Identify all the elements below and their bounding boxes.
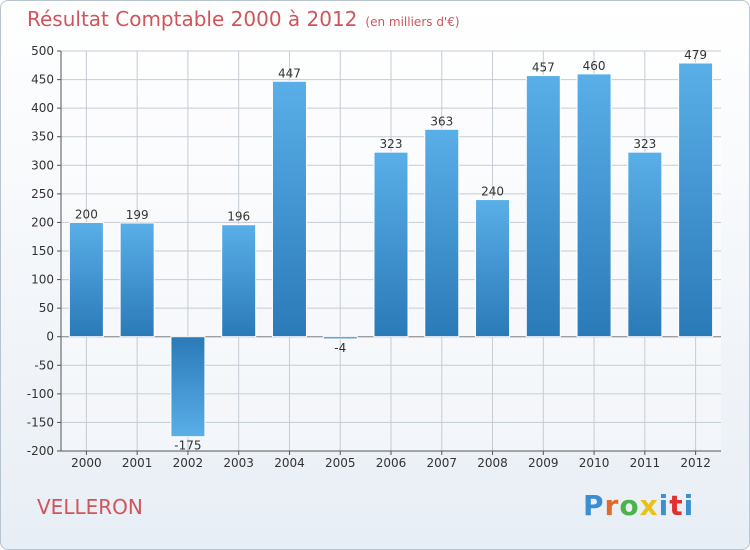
brand-letter: x xyxy=(639,489,659,522)
brand-letter: t xyxy=(669,489,684,522)
bars xyxy=(68,62,714,438)
bar xyxy=(322,336,358,340)
y-tick-label: -50 xyxy=(34,358,54,372)
bar xyxy=(221,224,257,338)
data-label: 196 xyxy=(227,210,250,224)
y-tick-label: 0 xyxy=(46,330,54,344)
brand-letter: r xyxy=(604,489,620,522)
x-tick-label: 2006 xyxy=(376,456,407,470)
bar xyxy=(170,336,206,438)
x-tick-label: 2009 xyxy=(528,456,559,470)
town-name: VELLERON xyxy=(37,495,143,519)
chart-title: Résultat Comptable 2000 à 2012 (en millie… xyxy=(27,7,460,31)
y-tick-label: -200 xyxy=(27,444,54,458)
y-tick-label: 450 xyxy=(31,73,54,87)
bar xyxy=(678,62,714,338)
x-tick-label: 2012 xyxy=(680,456,711,470)
bar xyxy=(627,151,663,338)
x-tick-label: 2008 xyxy=(477,456,508,470)
data-label: 323 xyxy=(633,137,656,151)
x-tick-label: 2011 xyxy=(630,456,661,470)
y-tick-label: 350 xyxy=(31,130,54,144)
data-label: 460 xyxy=(583,59,606,73)
x-tick-label: 2010 xyxy=(579,456,610,470)
bar xyxy=(475,199,511,338)
data-label: 457 xyxy=(532,61,555,75)
y-tick-label: -150 xyxy=(27,415,54,429)
bar xyxy=(271,80,307,338)
bar xyxy=(525,75,561,338)
x-tick-label: 2007 xyxy=(426,456,457,470)
y-tick-label: 300 xyxy=(31,158,54,172)
brand-letter: i xyxy=(658,489,670,522)
brand-logo: Proxiti xyxy=(583,489,694,522)
bar xyxy=(373,151,409,338)
data-label: 479 xyxy=(684,48,707,62)
data-label: 200 xyxy=(75,207,98,221)
x-tick-label: 2004 xyxy=(274,456,305,470)
y-tick-label: 500 xyxy=(31,44,54,58)
data-label: 323 xyxy=(380,137,403,151)
data-label: 240 xyxy=(481,185,504,199)
y-tick-label: 100 xyxy=(31,273,54,287)
brand-letter: P xyxy=(583,489,605,522)
title-text: Résultat Comptable 2000 à 2012 xyxy=(27,7,358,31)
data-label: -4 xyxy=(334,341,346,355)
data-label: -175 xyxy=(174,439,201,453)
x-tick-label: 2001 xyxy=(122,456,153,470)
y-tick-label: 50 xyxy=(39,301,54,315)
x-tick-label: 2005 xyxy=(325,456,356,470)
bar xyxy=(576,73,612,338)
labels: -200 -150 -100 -50 0 50 100 150 200 250 300 350 400 4… xyxy=(27,44,711,470)
y-tick-label: 150 xyxy=(31,244,54,258)
brand-letter: i xyxy=(683,489,695,522)
y-tick-label: 250 xyxy=(31,187,54,201)
y-tick-label: 400 xyxy=(31,101,54,115)
bar xyxy=(424,128,460,338)
bar xyxy=(119,222,155,338)
x-tick-label: 2000 xyxy=(71,456,102,470)
chart-subtitle: (en milliers d'€) xyxy=(365,15,460,29)
data-label: 447 xyxy=(278,66,301,80)
y-tick-label: 200 xyxy=(31,215,54,229)
x-tick-label: 2003 xyxy=(223,456,254,470)
data-label: 199 xyxy=(126,208,149,222)
data-label: 363 xyxy=(430,114,453,128)
y-tick-label: -100 xyxy=(27,387,54,401)
brand-letter: o xyxy=(619,489,640,522)
bar xyxy=(68,221,104,338)
x-tick-label: 2002 xyxy=(173,456,204,470)
